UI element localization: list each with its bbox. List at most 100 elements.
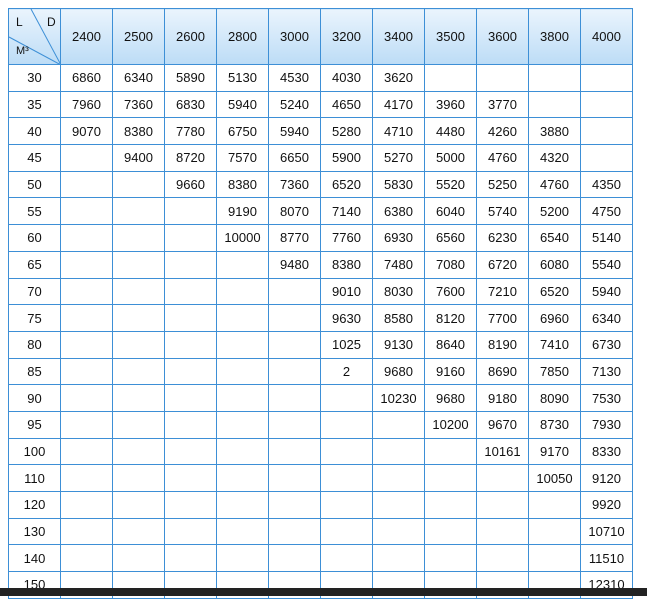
cell (60, 517, 113, 546)
cell: 7480 (372, 250, 425, 279)
cell: 7780 (164, 117, 217, 146)
cell (112, 410, 165, 439)
cell: 9670 (476, 410, 529, 439)
cell: 9010 (320, 277, 373, 306)
cell (580, 64, 633, 92)
cell: 9680 (424, 384, 477, 412)
row-label: 45 (8, 144, 61, 172)
row-label: 55 (8, 197, 61, 226)
cell: 8030 (372, 277, 425, 306)
cell: 9630 (320, 304, 373, 332)
table-row: 95 10200 9670 8730 7930 (8, 410, 633, 439)
cell (476, 544, 529, 573)
table-body: 30 6860 6340 5890 5130 4530 4030 3620 35 7960 7360… (8, 64, 633, 599)
cell: 4320 (528, 144, 581, 172)
header-cell: 3400 (372, 8, 425, 65)
cell: 4530 (268, 64, 321, 92)
cell: 3880 (528, 117, 581, 146)
cell (60, 384, 113, 412)
cell (164, 304, 217, 332)
cell (268, 357, 321, 386)
cell: 9160 (424, 357, 477, 386)
cell: 5540 (580, 250, 633, 279)
cell (60, 170, 113, 199)
cell: 5940 (580, 277, 633, 306)
corner-cell: L D M³ (8, 8, 61, 65)
row-label: 40 (8, 117, 61, 146)
header-cell: 4000 (580, 8, 633, 65)
cell (164, 491, 217, 519)
cell: 6040 (424, 197, 477, 226)
cell: 5250 (476, 170, 529, 199)
cell: 8770 (268, 224, 321, 252)
cell: 10200 (424, 410, 477, 439)
cell: 7360 (268, 170, 321, 199)
cell (60, 491, 113, 519)
cell: 5280 (320, 117, 373, 146)
cell (580, 144, 633, 172)
cell: 8720 (164, 144, 217, 172)
cell: 6380 (372, 197, 425, 226)
table-row: 70 9010 8030 7600 7210 6520 5940 (8, 277, 633, 306)
cell (268, 464, 321, 492)
cell: 6860 (60, 64, 113, 92)
table-row: 130 10710 (8, 517, 633, 546)
cell (60, 357, 113, 386)
cell: 9920 (580, 491, 633, 519)
header-cell: 3200 (320, 8, 373, 65)
row-label: 90 (8, 384, 61, 412)
cell (372, 410, 425, 439)
row-label: 65 (8, 250, 61, 279)
cell (216, 277, 269, 306)
cell: 10161 (476, 437, 529, 466)
header-cell: 3800 (528, 8, 581, 65)
cell (164, 384, 217, 412)
cell (112, 304, 165, 332)
cell (164, 544, 217, 573)
cell (112, 491, 165, 519)
cell: 6340 (112, 64, 165, 92)
cell (528, 90, 581, 119)
cell: 5520 (424, 170, 477, 199)
cell (164, 224, 217, 252)
cell (216, 517, 269, 546)
cell: 8330 (580, 437, 633, 466)
cell (112, 384, 165, 412)
cell: 4480 (424, 117, 477, 146)
cell: 4650 (320, 90, 373, 119)
cell (216, 437, 269, 466)
cell: 7080 (424, 250, 477, 279)
table-row: 75 9630 8580 8120 7700 6960 6340 (8, 304, 633, 332)
cell (60, 464, 113, 492)
cell: 4760 (528, 170, 581, 199)
table-row: 90 10230 9680 9180 8090 7530 (8, 384, 633, 412)
cell (216, 544, 269, 573)
cell (268, 384, 321, 412)
cell (580, 90, 633, 119)
cell (268, 304, 321, 332)
cell (372, 517, 425, 546)
cell: 7360 (112, 90, 165, 119)
cell (112, 197, 165, 226)
cell: 9130 (372, 330, 425, 359)
cell (372, 544, 425, 573)
corner-d: D (47, 15, 56, 29)
cell: 9680 (372, 357, 425, 386)
cell (424, 437, 477, 466)
cell (60, 410, 113, 439)
cell: 3620 (372, 64, 425, 92)
cell: 9400 (112, 144, 165, 172)
table-row: 85 2 9680 9160 8690 7850 7130 (8, 357, 633, 386)
cell: 4170 (372, 90, 425, 119)
cell: 6340 (580, 304, 633, 332)
header-cell: 3000 (268, 8, 321, 65)
cell (320, 517, 373, 546)
table-row: 50 9660 8380 7360 6520 5830 5520 5250 4760 4350 (8, 170, 633, 199)
cell: 7760 (320, 224, 373, 252)
row-label: 95 (8, 410, 61, 439)
corner-diagonal (9, 9, 61, 65)
cell: 9170 (528, 437, 581, 466)
cell: 3960 (424, 90, 477, 119)
cell (164, 517, 217, 546)
table-row: 140 11510 (8, 544, 633, 573)
